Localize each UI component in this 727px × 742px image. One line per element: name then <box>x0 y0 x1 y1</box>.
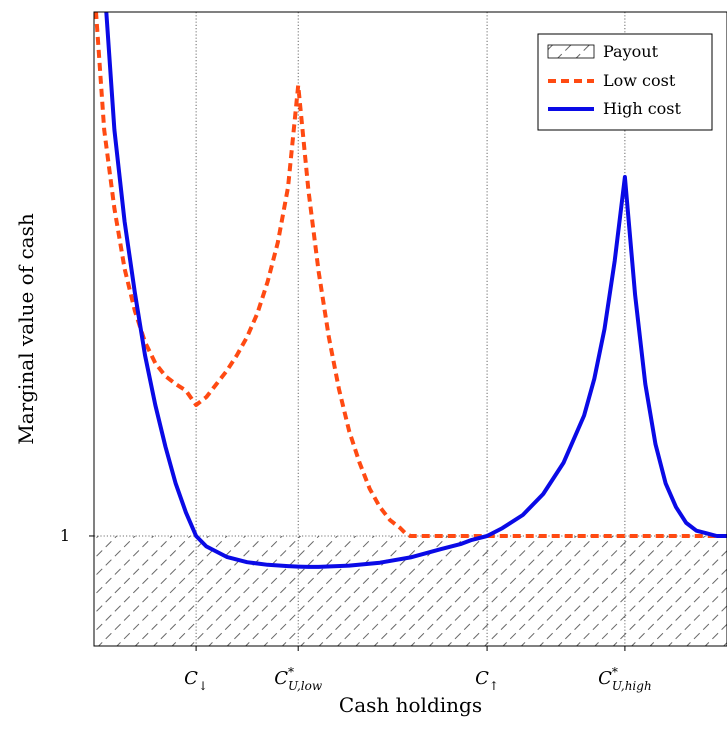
series-line-high-cost <box>104 12 727 569</box>
y-axis-title: Marginal value of cash <box>14 213 38 445</box>
y-tick-label-0: 1 <box>60 526 70 545</box>
legend-high-cost-label: High cost <box>603 99 682 118</box>
x-tick-label-1: C* U,low <box>274 665 323 693</box>
x-tick-label-0: C↓ <box>184 668 208 693</box>
tick-layer: C↓ C* U,low C↑ C* U,high 1 <box>60 526 652 693</box>
payout-region <box>94 535 727 646</box>
x-axis-title: Cash holdings <box>339 693 482 717</box>
legend: Payout Low cost High cost <box>537 33 713 131</box>
legend-payout-swatch <box>547 44 595 59</box>
x-tick-label-3: C* U,high <box>598 665 652 693</box>
x-tick-label-2: C↑ <box>475 668 499 693</box>
series-layer <box>94 12 727 569</box>
payout-region-layer <box>94 535 727 646</box>
plot-frame <box>93 11 727 647</box>
legend-low-cost-label: Low cost <box>603 71 676 90</box>
legend-payout-label: Payout <box>603 42 659 61</box>
